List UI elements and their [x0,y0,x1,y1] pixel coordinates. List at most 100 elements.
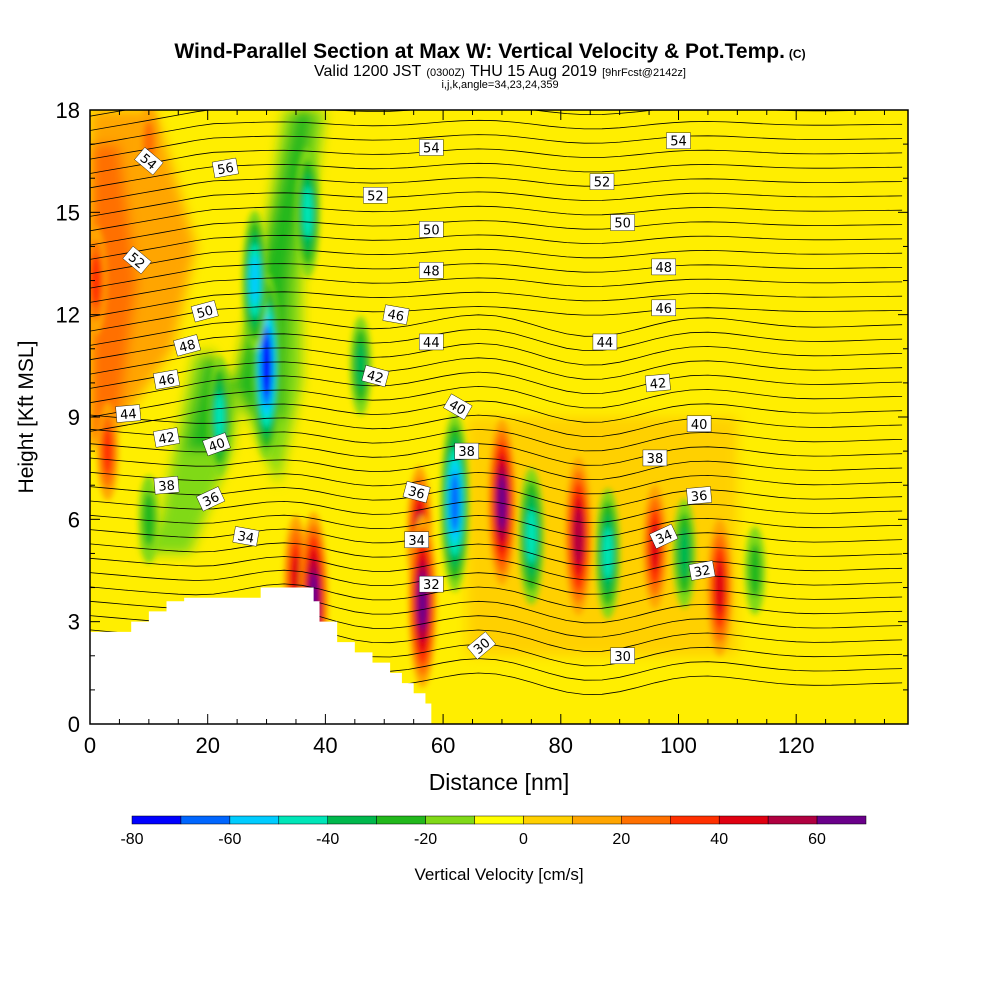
isentrope-label-box [404,531,429,548]
isentrope-label: 42 [361,364,390,388]
isentrope [90,119,903,146]
colorbar-swatch [376,815,426,825]
isentrope-label-box [190,300,219,323]
isentrope-label: 50 [610,214,635,232]
isentrope-label-text: 40 [691,418,708,433]
isentrope-label-box [651,258,676,276]
isentrope-label-text: 38 [647,452,664,467]
downdraft-cell [302,186,313,239]
colorbar-tick-label: -60 [218,831,241,848]
isentrope-label-text: 46 [386,307,405,325]
isentrope-label-box [419,333,444,351]
isentrope [90,500,903,524]
isentrope-label-box [688,560,716,581]
isentrope-label: 42 [645,373,671,393]
isentrope-label-text: 54 [423,142,440,157]
isentrope [90,328,903,361]
x-tick-label: 100 [660,733,697,758]
colorbar-swatch [767,815,818,825]
colorbar-swatch [621,815,671,825]
colorbar-swatch [131,815,182,825]
isentrope-label-box [202,432,231,457]
x-axis: 0 20 40 60 80 100 120 [84,110,885,758]
colorbar-swatch [278,815,328,825]
field-cells [90,110,766,691]
colorbar-swatch [816,815,867,825]
x-tick-label: 40 [313,733,337,758]
isentrope-label-text: 34 [236,529,255,547]
isentrope-label-text: 50 [614,217,631,232]
colorbar-tick-label: -20 [414,831,437,848]
isentrope [90,528,903,552]
y-tick-label: 3 [68,610,80,635]
isentrope [90,291,903,318]
isentrope-label-text: 48 [656,261,673,276]
isentrope-label-box [153,369,180,390]
isentrope-label-text: 32 [693,563,712,581]
downdraft-cell [261,336,272,396]
y-tick-label: 6 [68,507,80,532]
downdraft-cell [526,509,537,564]
downdraft-cell [250,255,260,306]
downdraft-cell [142,492,155,546]
isentrope [90,263,903,289]
isentrope [90,583,903,609]
isentrope-label: 48 [173,334,202,357]
region-red-west [90,144,138,452]
isentrope-label-box [173,334,202,357]
isentrope [90,457,903,481]
isentrope [90,205,903,232]
x-tick-label: 60 [431,733,455,758]
isentrope-label: 46 [651,299,676,317]
isentrope-label-box [645,373,671,393]
isentrope [90,305,903,332]
isentrope-label-box [686,415,712,433]
colorbar-swatch [327,815,377,825]
isentrope [90,134,903,160]
isentrope-label-text: 36 [201,490,222,511]
isentrope-label-box [666,132,691,149]
isentrope-label: 46 [153,369,180,390]
isentrope [90,277,903,303]
isentrope-label: 44 [592,333,618,351]
isentrope-label: 38 [153,475,180,495]
isentrope-label-box [642,449,668,467]
y-tick-label: 9 [68,405,80,430]
isentrope-label-text: 44 [423,336,440,351]
colorbar-tick-label: 40 [710,831,728,848]
chart-subtitle-indices: i,j,k,angle=34,23,24,359 [441,79,558,91]
isentrope-label: 36 [402,480,431,504]
isentrope-label: 56 [211,157,239,179]
isentrope-label-text: 42 [365,368,385,387]
isentrope-label: 50 [419,221,444,238]
x-tick-label: 80 [549,733,573,758]
isentrope-label-box [686,486,712,505]
isentrope-label-box [419,221,444,238]
downdraft-cell [214,393,225,441]
isentrope-label-text: 40 [446,397,468,418]
isentrope-label-box [649,523,679,549]
isentrope-label: 40 [686,415,712,433]
velocity-field [90,110,766,691]
isentrope [90,569,903,595]
colorbar-swatch [670,815,720,825]
isentrope-label-text: 50 [423,223,440,238]
x-tick-label: 20 [195,733,219,758]
downdraft-cell [450,472,460,533]
colorbar-tick-label: 0 [519,831,528,848]
isentrope-label: 38 [454,442,479,460]
isentrope-label-box [211,157,239,179]
y-tick-label: 18 [56,98,80,123]
isentrope-label: 42 [153,427,180,448]
isentrope [90,371,903,404]
chart-subtitle: Valid 1200 JST (0300Z) THU 15 Aug 2019 [9hr… [314,63,686,80]
isentrope-label: 52 [589,173,615,191]
colorbar-tick-label: -80 [120,831,143,848]
downdraft-cell [603,527,613,580]
isentrope-label-text: 36 [406,484,426,503]
isentrope [90,471,903,495]
isentrope-label-text: 34 [654,527,675,548]
isentrope-label-text: 38 [458,445,475,460]
